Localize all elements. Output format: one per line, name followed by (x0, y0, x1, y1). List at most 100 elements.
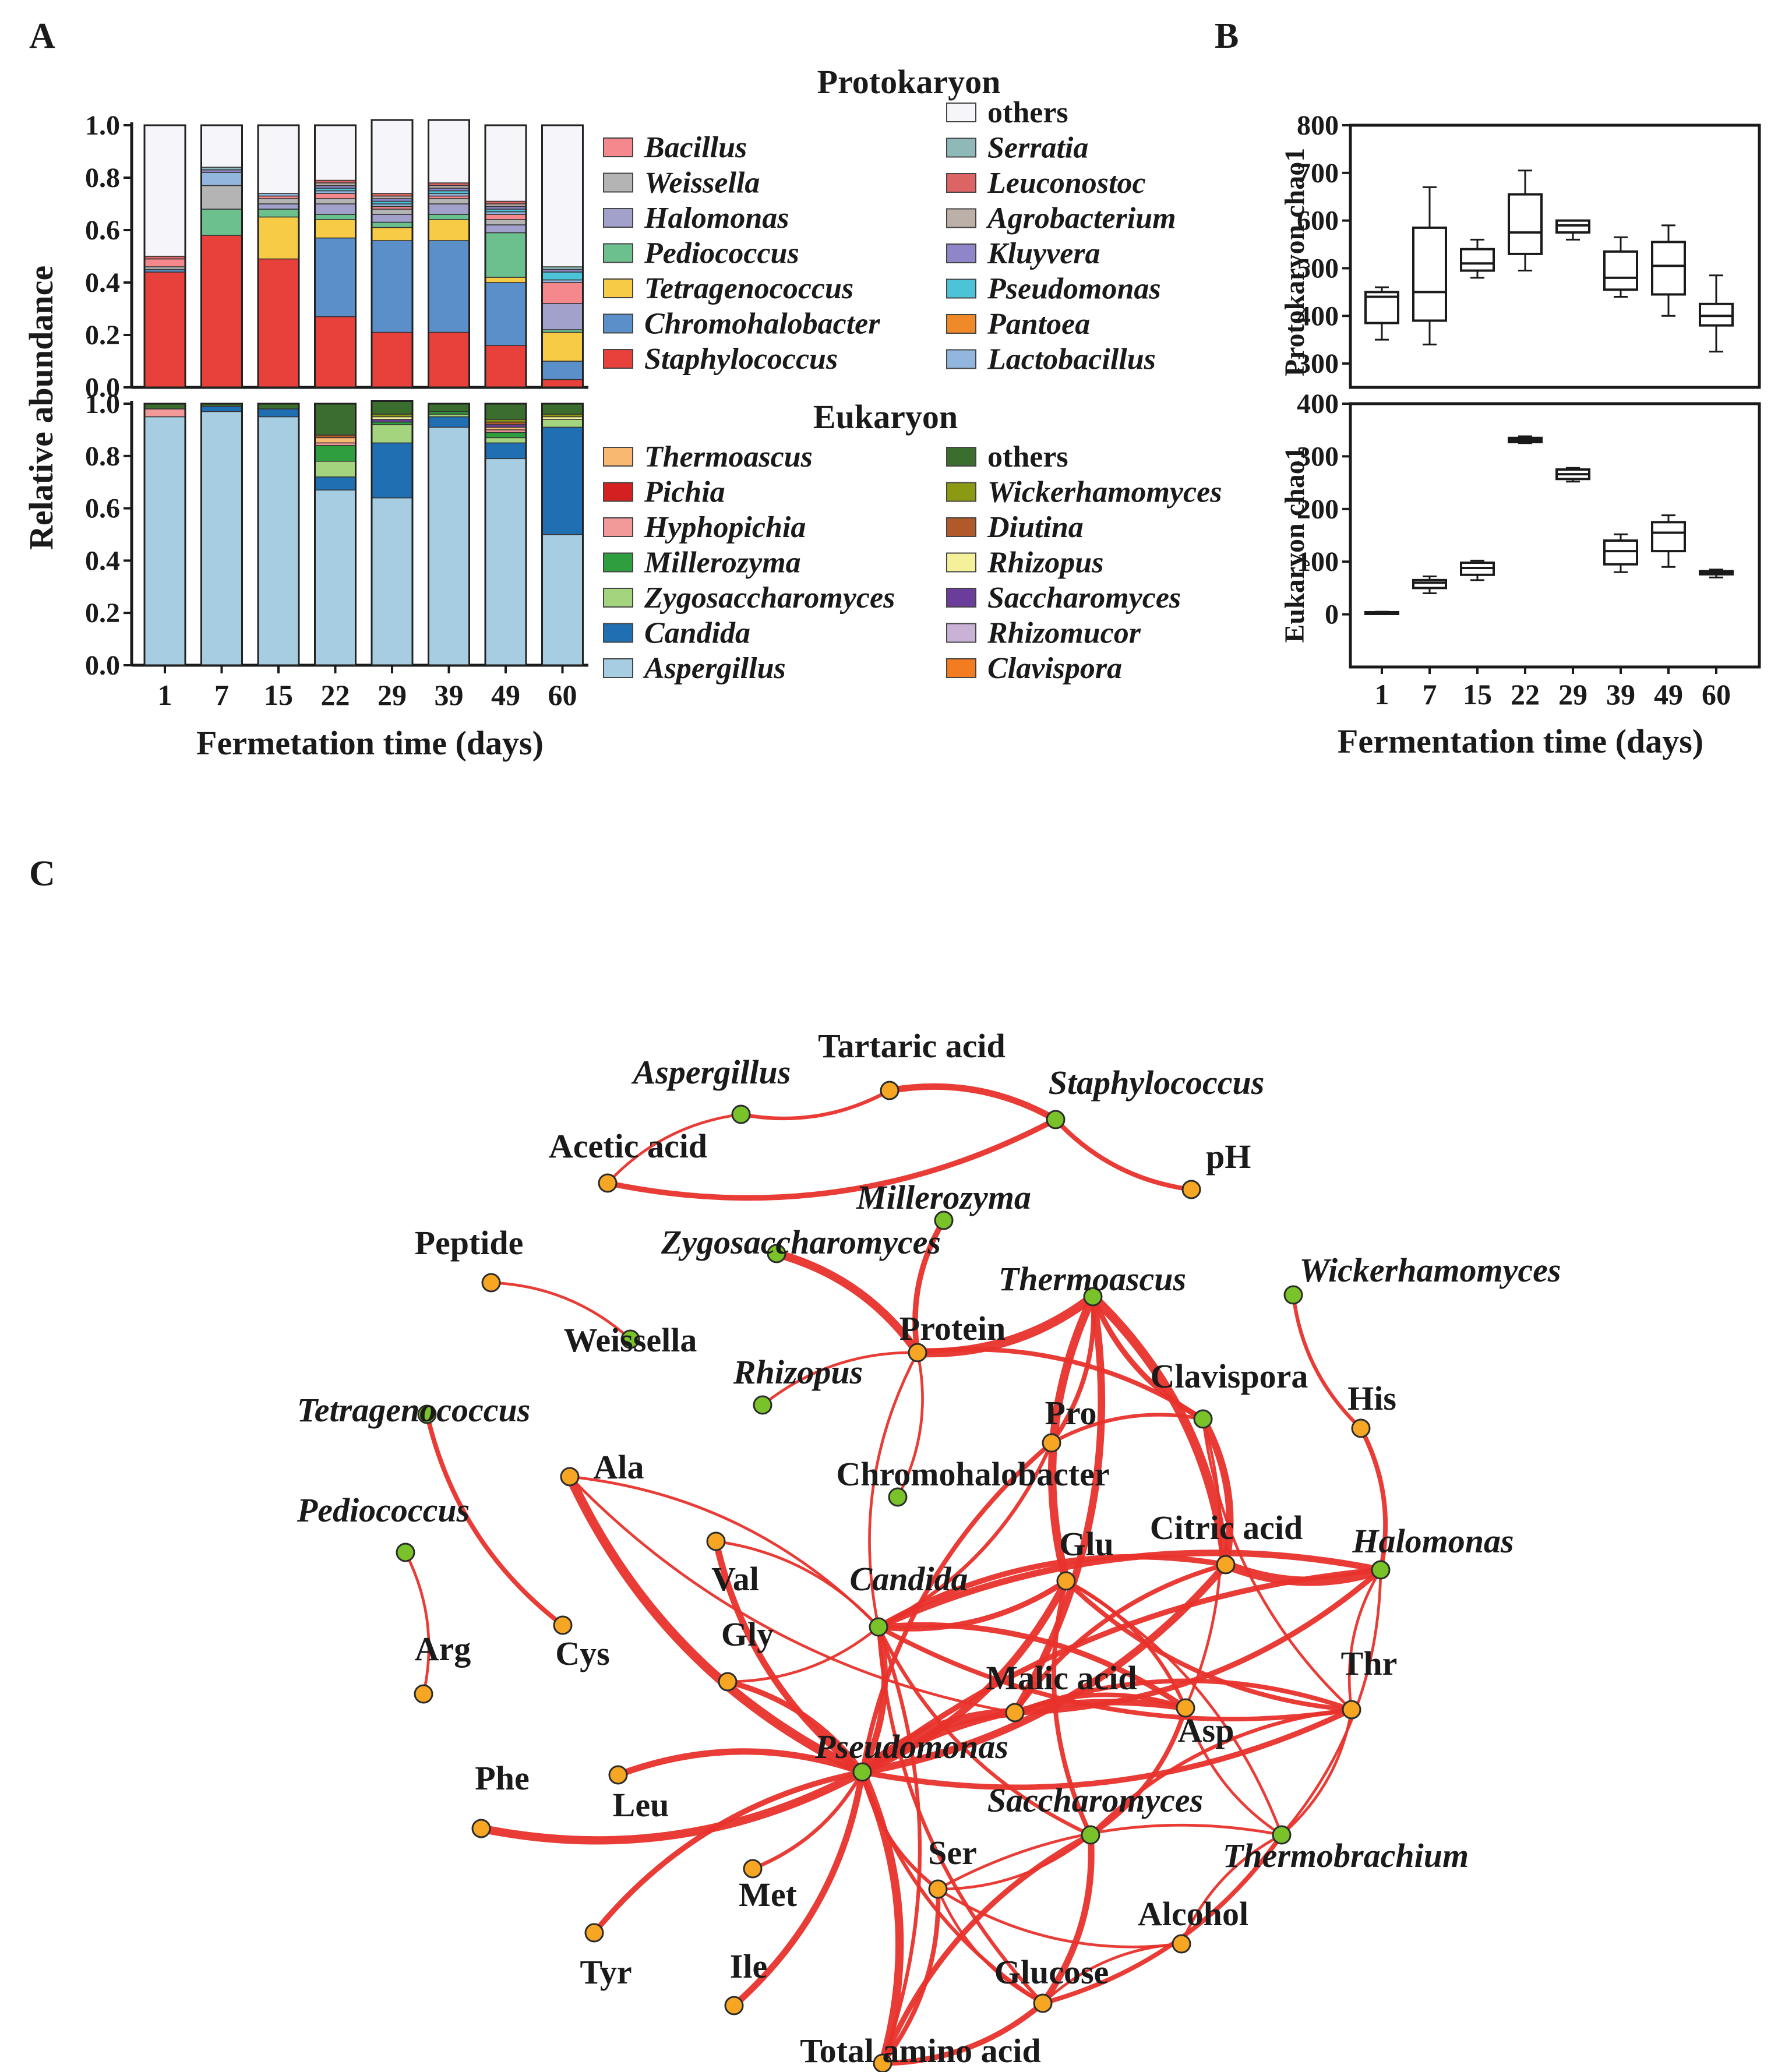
bar-segment-staphylococcus (428, 331, 470, 388)
network-edge (1347, 1568, 1382, 1711)
network-edge (1088, 1706, 1188, 1837)
bar-segment-others (541, 403, 584, 415)
a-x-tick-label: 29 (378, 679, 407, 711)
node-his (1351, 1418, 1371, 1438)
node-label-zygosaccharomyces: Zygosaccharomyces (661, 1223, 941, 1261)
bar-segment-millerozyma (485, 432, 527, 439)
bar-segment-tetragenococcus (314, 219, 357, 239)
legend-swatch (946, 482, 976, 502)
node-protein (908, 1343, 927, 1362)
legend-swatch (946, 658, 976, 678)
box-iqr (1603, 539, 1638, 566)
network-edge (1184, 1706, 1283, 1837)
network-edge (876, 1625, 1093, 1837)
bar-segment-others (314, 125, 357, 181)
b-y-tick-label: 0 (1325, 599, 1339, 630)
node-label-wickerhamomyces: Wickerhamomyces (1300, 1251, 1561, 1289)
b-plot-frame (1349, 123, 1761, 389)
b-x-tick-label: 7 (1423, 678, 1437, 711)
network-edge (880, 1832, 1093, 2066)
bar-segment-staphylococcus (144, 271, 186, 388)
b-x-tick-label: 1 (1375, 678, 1389, 711)
bar-segment-aspergillus (200, 411, 243, 666)
bar-segment-candida (257, 408, 299, 418)
bar-segment-tetragenococcus (371, 227, 413, 241)
network-edge (731, 1769, 866, 2009)
bar-segment-tetragenococcus (485, 277, 527, 283)
network-edge (1088, 1707, 1354, 1837)
bar-segment-weissella (485, 219, 527, 225)
network-edge (1012, 1562, 1228, 1715)
bar-segment-aspergillus (144, 416, 186, 666)
box-iqr (1651, 241, 1686, 296)
node-label-cys: Cys (555, 1635, 609, 1672)
bar-segment-candida (371, 442, 413, 499)
b-x-tick-label: 29 (1558, 678, 1587, 711)
node-aspergillus (731, 1104, 751, 1124)
legend-swatch (603, 623, 633, 643)
a-x-tick-label: 39 (435, 679, 464, 711)
legend-label: Pediococcus (644, 237, 799, 270)
a-y-tick-label: 0.8 (85, 441, 120, 472)
node-pro (1042, 1433, 1061, 1453)
legend-label: Tetragenococcus (644, 272, 853, 305)
legend-label: Lactobacillus (987, 343, 1156, 376)
legend-label: Wickerhamomyces (987, 476, 1222, 509)
b-y-tick-label: 200 (1297, 494, 1339, 525)
bar-segment-staphylococcus (541, 379, 584, 388)
node-citric-acid (1216, 1555, 1236, 1575)
network-edge (876, 1578, 1069, 1632)
b-x-tick-label: 60 (1702, 678, 1731, 711)
bar-segment-others (485, 403, 527, 420)
network-edge (860, 1770, 1045, 2006)
legend-label: Rhizopus (987, 546, 1103, 580)
node-label-tyr: Tyr (580, 1953, 632, 1991)
panel-label-a: A (29, 16, 55, 56)
bar-segment-weissella (314, 198, 357, 204)
node-label-chromohalobacter: Chromohalobacter (836, 1455, 1109, 1493)
panel-c-network: Tartaric acid Aspergillus Staphylococcus Ac… (297, 1027, 1561, 2072)
bar-segment-zygosaccharomyces (485, 437, 527, 444)
node-glu (1056, 1571, 1076, 1591)
legend-swatch (603, 588, 633, 608)
bar-segment-tetragenococcus (257, 216, 299, 260)
bar-segment-staphylococcus (485, 345, 527, 388)
node-label-ser: Ser (928, 1834, 977, 1872)
bar-segment-others (371, 119, 413, 194)
bar-outline (257, 124, 300, 389)
a-y-tick-label: 0.6 (85, 493, 120, 524)
network-edge (425, 1412, 565, 1628)
network-edge (606, 1113, 743, 1185)
bar-segment-others (428, 119, 470, 183)
legend-label: Aspergillus (643, 652, 786, 685)
network-edge (1090, 1294, 1206, 1422)
legend-swatch (603, 172, 633, 193)
legend-label: Leuconostoc (987, 167, 1146, 200)
bar-segment-others (314, 403, 357, 436)
node-label-aspergillus: Aspergillus (632, 1053, 791, 1091)
a-y-tick-label: 0.2 (85, 598, 120, 629)
legend-swatch (603, 517, 633, 537)
bar-segment-staphylococcus (314, 316, 357, 388)
node-tyr (584, 1923, 604, 1943)
legend-label: others (987, 440, 1068, 474)
network-edge (565, 1472, 867, 1777)
network-edge (896, 1351, 924, 1499)
node-wickerhamomyces (1283, 1285, 1303, 1305)
legend-label: Clavispora (987, 652, 1122, 685)
a-y-tick-label: 0.4 (85, 267, 120, 298)
bar-outline (314, 124, 357, 389)
legend-swatch (946, 243, 976, 263)
node-label-pseudomonas: Pseudomonas (814, 1728, 1008, 1766)
b-y-tick-label: 300 (1297, 441, 1339, 472)
box-iqr (1412, 578, 1447, 590)
bar-segment-tetragenococcus (541, 331, 584, 362)
network-edge (1039, 1831, 1095, 2007)
bar-segment-tetragenococcus (428, 219, 470, 241)
box-iqr (1460, 248, 1495, 272)
node-ph (1181, 1180, 1201, 1199)
legend-label: Thermoascus (644, 440, 813, 474)
legend-label: Bacillus (644, 131, 747, 164)
node-label-pro: Pro (1045, 1394, 1096, 1432)
bar-segment-pediococcus (371, 221, 413, 228)
